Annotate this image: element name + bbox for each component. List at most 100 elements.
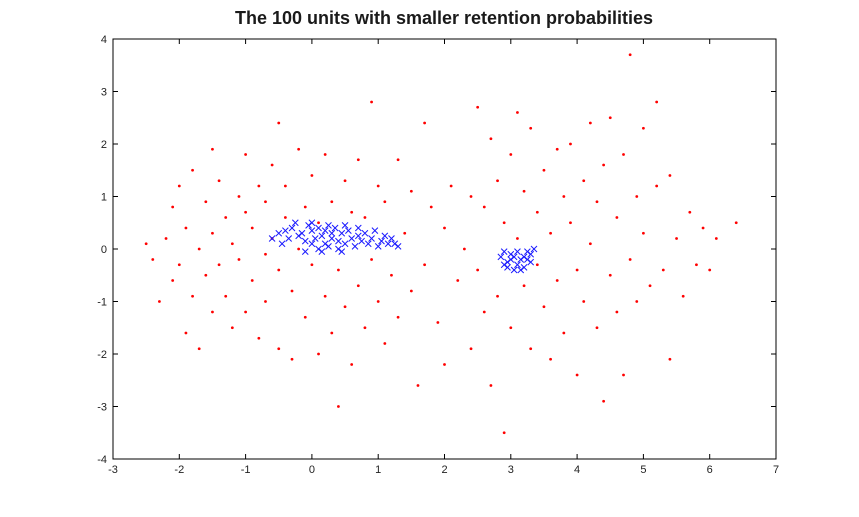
x-marker-stroke xyxy=(291,219,299,227)
data-point-dot xyxy=(588,121,592,125)
data-point-x xyxy=(364,240,372,248)
x-marker-stroke xyxy=(325,243,332,250)
data-point-dot xyxy=(502,221,506,225)
data-point-dot xyxy=(317,221,320,225)
data-point-x xyxy=(388,235,395,242)
x-tick-label: -2 xyxy=(174,464,184,476)
data-point-dot xyxy=(144,242,148,246)
data-point-dot xyxy=(330,200,334,204)
data-point-dot xyxy=(688,210,692,214)
data-point-x xyxy=(298,229,306,237)
data-point-dot xyxy=(469,195,473,198)
data-point-dot xyxy=(569,142,572,146)
data-point-x xyxy=(497,253,505,261)
data-point-dot xyxy=(211,310,214,314)
data-point-dot xyxy=(542,168,546,172)
x-marker-stroke xyxy=(394,243,402,250)
data-point-x xyxy=(325,243,332,250)
data-point-dot xyxy=(396,315,400,319)
data-point-x xyxy=(311,235,319,242)
data-point-dot xyxy=(277,268,281,272)
data-point-dot xyxy=(555,147,559,151)
x-marker-stroke xyxy=(311,235,319,242)
data-point-x xyxy=(288,224,296,232)
x-marker-stroke xyxy=(308,219,316,227)
x-marker-stroke xyxy=(497,253,505,261)
axes xyxy=(112,38,777,460)
data-point-dot xyxy=(469,347,473,351)
data-point-dot xyxy=(668,357,672,361)
data-point-dot xyxy=(496,179,499,183)
data-point-dot xyxy=(250,279,254,282)
x-marker-stroke xyxy=(341,240,349,248)
data-point-x xyxy=(308,227,316,234)
data-point-x xyxy=(510,253,518,261)
x-marker-stroke xyxy=(514,261,521,269)
data-point-dot xyxy=(502,431,506,435)
x-marker-stroke xyxy=(368,235,375,242)
data-point-dot xyxy=(217,263,221,267)
data-point-x xyxy=(351,243,359,250)
data-point-dot xyxy=(270,163,274,167)
x-tick-label: 5 xyxy=(640,464,646,476)
x-marker-stroke xyxy=(371,227,379,234)
x-marker-stroke xyxy=(378,237,385,245)
data-point-dot xyxy=(462,247,466,251)
data-point-dot xyxy=(409,189,413,193)
data-point-dot xyxy=(622,373,625,377)
data-point-x xyxy=(527,250,535,258)
data-point-x xyxy=(331,224,339,232)
data-point-x xyxy=(328,235,336,242)
data-point-x xyxy=(384,240,392,248)
data-point-dot xyxy=(184,331,188,335)
data-point-dot xyxy=(509,326,513,330)
data-point-dot xyxy=(250,226,254,230)
x-marker-stroke xyxy=(298,229,306,237)
data-point-x xyxy=(510,266,518,274)
x-marker-stroke xyxy=(500,248,508,255)
data-point-dot xyxy=(317,352,320,356)
x-marker-stroke xyxy=(364,240,372,248)
x-tick-label: 3 xyxy=(508,464,514,476)
data-point-dot xyxy=(529,347,533,351)
data-point-x xyxy=(318,248,326,255)
data-point-dot xyxy=(569,221,572,225)
data-point-dot xyxy=(628,53,632,57)
x-marker-stroke xyxy=(308,227,316,234)
data-point-dot xyxy=(277,121,281,125)
data-point-dot xyxy=(648,284,652,288)
data-point-dot xyxy=(363,216,367,219)
data-point-x xyxy=(500,261,508,269)
x-marker-stroke xyxy=(527,250,535,258)
data-point-dot xyxy=(217,179,221,183)
data-point-dot xyxy=(482,205,486,209)
data-point-dot xyxy=(211,147,214,151)
data-point-dot xyxy=(734,221,738,225)
data-point-dot xyxy=(197,247,201,251)
data-point-x xyxy=(358,237,365,245)
data-point-dot xyxy=(257,336,261,340)
data-point-x xyxy=(354,232,362,240)
x-marker-stroke xyxy=(288,224,296,232)
data-point-dot xyxy=(376,300,380,303)
data-point-dot xyxy=(164,237,168,240)
x-marker-stroke xyxy=(348,235,356,242)
data-point-x xyxy=(530,245,538,253)
data-point-dot xyxy=(290,289,294,293)
data-point-dot xyxy=(443,363,446,366)
x-tick-label: -3 xyxy=(108,464,118,476)
data-point-x xyxy=(308,240,316,248)
x-marker-stroke xyxy=(388,235,395,242)
data-point-dot xyxy=(310,174,314,177)
data-point-dot xyxy=(522,284,526,288)
data-point-dot xyxy=(476,105,480,109)
y-tick-label: 4 xyxy=(101,34,107,46)
data-point-dot xyxy=(151,258,155,261)
data-point-dot xyxy=(350,363,354,366)
data-point-x xyxy=(301,248,309,255)
data-point-x xyxy=(348,235,356,242)
data-point-dot xyxy=(714,237,718,240)
x-marker-stroke xyxy=(338,248,346,255)
x-tick-label: 0 xyxy=(309,464,315,476)
x-marker-stroke xyxy=(301,237,309,245)
